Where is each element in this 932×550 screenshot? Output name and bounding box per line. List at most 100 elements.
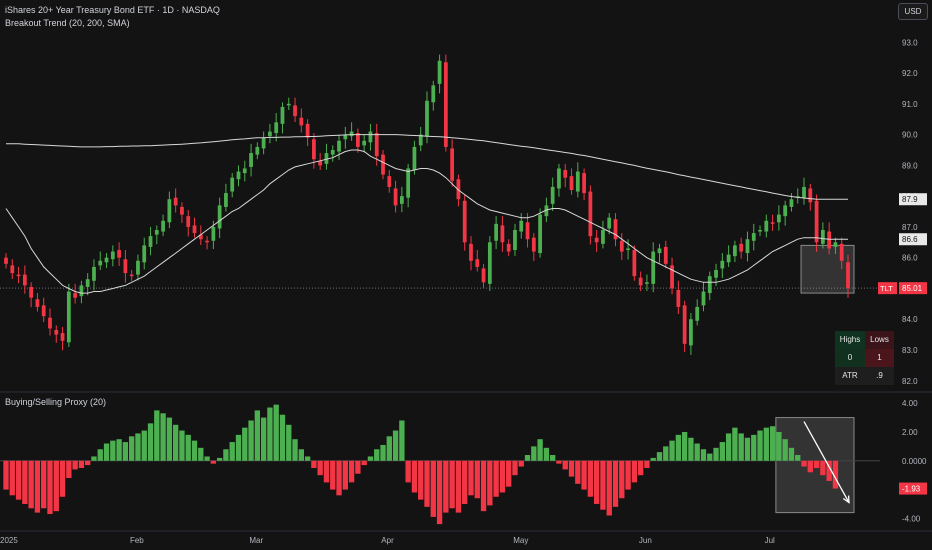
candle-body	[368, 131, 373, 143]
candle-body	[789, 199, 794, 207]
candle-body	[242, 168, 247, 174]
time-axis-tick: May	[513, 536, 528, 545]
candle-body	[689, 319, 693, 346]
candle-body	[475, 259, 480, 267]
proxy-bar	[286, 424, 292, 461]
proxy-bar	[688, 437, 694, 461]
trend-arrow	[803, 421, 850, 503]
candle-body	[431, 85, 436, 103]
candle-body	[525, 222, 530, 240]
proxy-bar	[223, 449, 229, 461]
proxy-bar	[506, 460, 512, 487]
proxy-bar	[59, 460, 66, 497]
candle-body	[381, 154, 385, 175]
candle-body	[299, 117, 304, 126]
proxy-axis-tick: -4.00	[902, 514, 921, 523]
proxy-bar	[179, 430, 185, 461]
candle-body	[16, 274, 21, 277]
proxy-bar	[801, 460, 807, 467]
proxy-bar	[524, 455, 531, 461]
proxy-bar	[612, 460, 619, 507]
candle-body	[519, 220, 524, 232]
proxy-bar	[531, 446, 537, 461]
proxy-bar	[795, 455, 801, 461]
proxy-bar	[757, 430, 763, 461]
candle-body	[758, 230, 762, 232]
proxy-bar	[355, 460, 361, 474]
proxy-bar	[97, 449, 103, 461]
proxy-bar	[129, 436, 135, 461]
candle-body	[663, 246, 668, 264]
time-axis-tick: 2025	[0, 536, 18, 545]
candle-body	[770, 222, 775, 224]
proxy-bar	[304, 456, 311, 461]
candle-body	[462, 200, 467, 243]
price-axis-tick: 82.0	[902, 377, 918, 386]
proxy-last-label: -1.93	[902, 485, 921, 494]
proxy-bar	[826, 460, 832, 481]
candle-body	[645, 282, 649, 284]
candle-body	[92, 266, 96, 281]
candle-body	[274, 122, 279, 134]
proxy-bar	[424, 460, 430, 507]
candle-body	[456, 179, 461, 200]
candle-body	[142, 245, 147, 263]
candle-body	[29, 286, 34, 298]
proxy-bar	[292, 439, 298, 461]
candle-body	[714, 270, 718, 278]
proxy-bar	[41, 460, 47, 509]
proxy-bar	[22, 460, 28, 504]
proxy-bar	[650, 457, 656, 461]
candle-body	[538, 214, 542, 254]
proxy-bar	[512, 460, 518, 476]
proxy-bar	[637, 460, 644, 476]
candle-body	[180, 206, 184, 215]
price-axis-tick: 90.0	[902, 131, 918, 140]
candle-body	[355, 133, 360, 147]
candle-body	[161, 220, 165, 232]
candle-body	[764, 220, 769, 232]
candle-body	[217, 205, 222, 229]
candle-body	[575, 171, 580, 192]
proxy-bar	[110, 440, 116, 461]
candle-body	[651, 251, 656, 284]
proxy-bar	[216, 457, 223, 461]
proxy-bar	[537, 439, 543, 461]
candle-body	[224, 193, 228, 207]
atr-label: ATR	[835, 367, 865, 385]
proxy-bar	[166, 417, 173, 461]
price-axis-tick: 86.0	[902, 254, 918, 263]
candle-body	[154, 230, 159, 235]
price-axis-tick: 84.0	[902, 315, 918, 324]
currency-button[interactable]: USD	[898, 3, 928, 20]
proxy-bar	[235, 434, 242, 461]
proxy-bar	[418, 460, 424, 500]
candle-body	[98, 260, 103, 266]
candle-body	[607, 217, 612, 229]
candle-body	[720, 260, 725, 269]
candle-body	[286, 103, 291, 106]
proxy-bar	[769, 426, 776, 461]
proxy-bar	[323, 460, 330, 483]
candle-body	[820, 230, 825, 244]
candle-body	[305, 123, 310, 138]
proxy-bar	[593, 460, 600, 504]
proxy-bar	[273, 404, 279, 461]
atr-value: .9	[865, 367, 894, 385]
proxy-bar	[474, 460, 480, 499]
candle-body	[707, 276, 712, 294]
candle-body	[814, 200, 819, 243]
candle-body	[601, 230, 605, 244]
proxy-bar	[66, 460, 72, 479]
proxy-bar	[744, 437, 751, 461]
proxy-bar	[386, 436, 392, 461]
candle-body	[494, 223, 499, 241]
proxy-bar	[581, 460, 587, 490]
time-axis-tick: Apr	[381, 536, 394, 545]
stats-table: Highs Lows 0 1 ATR .9	[835, 331, 894, 385]
proxy-bar	[713, 447, 719, 461]
candle-body	[531, 237, 536, 252]
candle-body	[582, 173, 586, 194]
candle-body	[443, 62, 448, 147]
